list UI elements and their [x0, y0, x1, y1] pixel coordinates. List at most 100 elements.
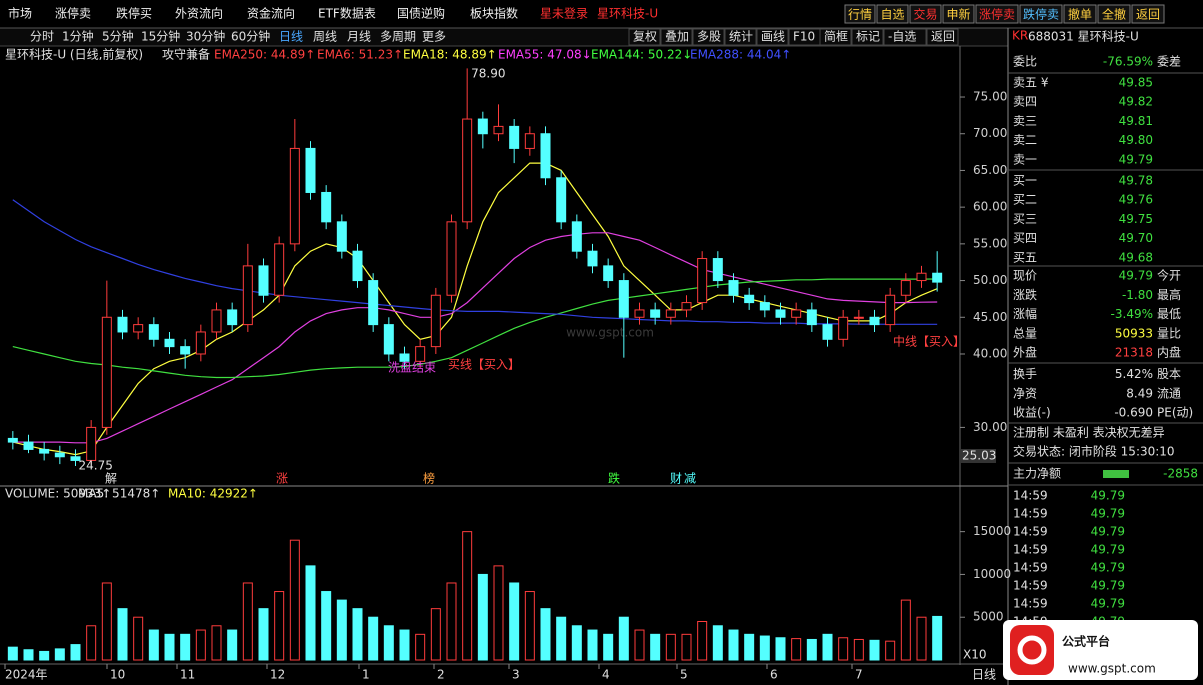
candle-body — [164, 338, 175, 348]
volume-bar — [336, 599, 347, 661]
candle-body — [822, 324, 833, 340]
volume-bar — [524, 591, 535, 661]
menu-button-label[interactable]: 全撤 — [1102, 7, 1126, 22]
menu-item[interactable]: 资金流向 — [247, 6, 295, 21]
tool-button[interactable] — [660, 28, 693, 46]
volume-bar — [900, 599, 911, 661]
menu-button[interactable] — [975, 4, 1019, 24]
menu-item[interactable]: 外资流向 — [175, 6, 223, 21]
quote-info-label2: 股本 — [1157, 367, 1181, 381]
menu-button-label[interactable]: 行情 — [848, 8, 872, 22]
volume-legend: VOLUME: 50933↑ — [5, 487, 111, 501]
candle-body — [195, 331, 206, 355]
menu-button-label[interactable]: 涨停卖 — [979, 7, 1015, 22]
menu-button[interactable] — [1019, 4, 1063, 24]
menu-item[interactable]: 国债逆购 — [397, 6, 445, 21]
menu-item[interactable]: 板块指数 — [470, 6, 518, 21]
menu-item[interactable]: 星环科技-U — [597, 7, 658, 21]
menu-button[interactable] — [876, 4, 909, 24]
period-tab[interactable]: 多周期 — [380, 30, 416, 44]
tool-label[interactable]: F10 — [793, 30, 815, 44]
period-tab[interactable]: 1分钟 — [62, 29, 94, 44]
menu-button-label[interactable]: 自选 — [880, 8, 904, 22]
tool-button[interactable] — [628, 28, 661, 46]
quote-info-value: 5.42% — [1115, 367, 1153, 381]
x-tick-label: 6 — [770, 668, 778, 682]
candle-body — [728, 280, 739, 296]
candle-body — [321, 191, 332, 223]
quote-title: 688031 星环科技-U — [1028, 30, 1139, 44]
tool-label[interactable]: 多股 — [697, 30, 721, 44]
menu-item[interactable]: 市场 — [8, 6, 32, 21]
menu-item[interactable]: 跌停买 — [116, 6, 152, 21]
menu-item[interactable]: ETF数据表 — [318, 6, 376, 21]
candle-body — [415, 346, 426, 362]
tool-label[interactable]: 简框 — [824, 30, 848, 44]
tool-button[interactable] — [819, 28, 852, 46]
period-tab[interactable]: 周线 — [313, 30, 337, 44]
quote-info-value: -0.690 — [1114, 406, 1153, 420]
tool-button[interactable] — [883, 28, 927, 46]
volume-bar — [540, 608, 551, 661]
y-tick-label: 50.00 — [973, 273, 1007, 287]
menu-button[interactable] — [844, 4, 876, 24]
volume-bar — [916, 616, 927, 661]
annotation: 买线【买入】 — [448, 358, 520, 372]
quote-info-label2: 今开 — [1157, 268, 1181, 283]
menu-button[interactable] — [1097, 4, 1131, 24]
tool-label[interactable]: 返回 — [931, 30, 955, 44]
logo-icon — [1010, 625, 1054, 675]
menu-item[interactable]: 星未登录 — [540, 6, 588, 21]
candle-body — [712, 258, 723, 282]
menu-button[interactable] — [909, 4, 942, 24]
y-tick-label: 15000 — [973, 524, 1011, 538]
ema-line — [12, 199, 938, 325]
menu-button[interactable] — [1131, 4, 1165, 24]
volume-bar — [352, 608, 363, 661]
period-tab[interactable]: 5分钟 — [102, 29, 134, 44]
menu-button-label[interactable]: 撤单 — [1068, 7, 1092, 22]
logo-url: www.gspt.com — [1068, 662, 1156, 676]
volume-bar — [23, 649, 34, 661]
ratio-label2: 委差 — [1157, 55, 1181, 69]
candle-body — [603, 265, 614, 282]
candle-body — [587, 250, 598, 267]
candle-body — [509, 125, 520, 149]
tool-button[interactable] — [724, 28, 757, 46]
candle-body — [430, 294, 441, 348]
y-tick-label: 30.00 — [973, 420, 1007, 434]
tool-label[interactable]: 标记 — [856, 30, 880, 44]
tool-button[interactable] — [926, 28, 959, 46]
tool-label[interactable]: 统计 — [729, 30, 753, 44]
menu-button[interactable] — [942, 4, 975, 24]
volume-bar — [321, 591, 332, 661]
volume-bar — [133, 616, 144, 661]
candle-body — [54, 452, 65, 458]
tool-label[interactable]: -自选 — [888, 30, 916, 44]
period-tab[interactable]: 60分钟 — [231, 29, 270, 44]
candle-body — [23, 441, 34, 450]
menu-button[interactable] — [1063, 4, 1097, 24]
menu-item[interactable]: 涨停卖 — [55, 6, 91, 21]
volume-bar — [493, 565, 504, 661]
menu-button-label[interactable]: 申新 — [946, 7, 970, 22]
volume-bar — [556, 616, 567, 661]
tool-label[interactable]: 复权 — [633, 30, 657, 44]
menu-button-label[interactable]: 交易 — [913, 7, 937, 22]
tool-button[interactable] — [692, 28, 725, 46]
quote-info-label: 收益(-) — [1013, 406, 1051, 420]
tool-label[interactable]: 叠加 — [665, 30, 689, 44]
tool-button[interactable] — [851, 28, 884, 46]
period-tab[interactable]: 月线 — [347, 30, 371, 44]
period-tab[interactable]: 更多 — [422, 30, 446, 44]
menu-button-label[interactable]: 返回 — [1136, 8, 1160, 22]
period-tab[interactable]: 30分钟 — [186, 29, 225, 44]
period-tab[interactable]: 分时 — [30, 30, 54, 44]
tool-button[interactable] — [756, 28, 789, 46]
period-tab[interactable]: 15分钟 — [141, 29, 180, 44]
menu-button-label[interactable]: 跌停卖 — [1023, 7, 1059, 22]
candle-body — [305, 147, 316, 193]
tool-label[interactable]: 画线 — [761, 30, 785, 44]
indicator-legend: 攻守兼备 — [162, 48, 210, 62]
period-tab[interactable]: 日线 — [279, 30, 303, 44]
